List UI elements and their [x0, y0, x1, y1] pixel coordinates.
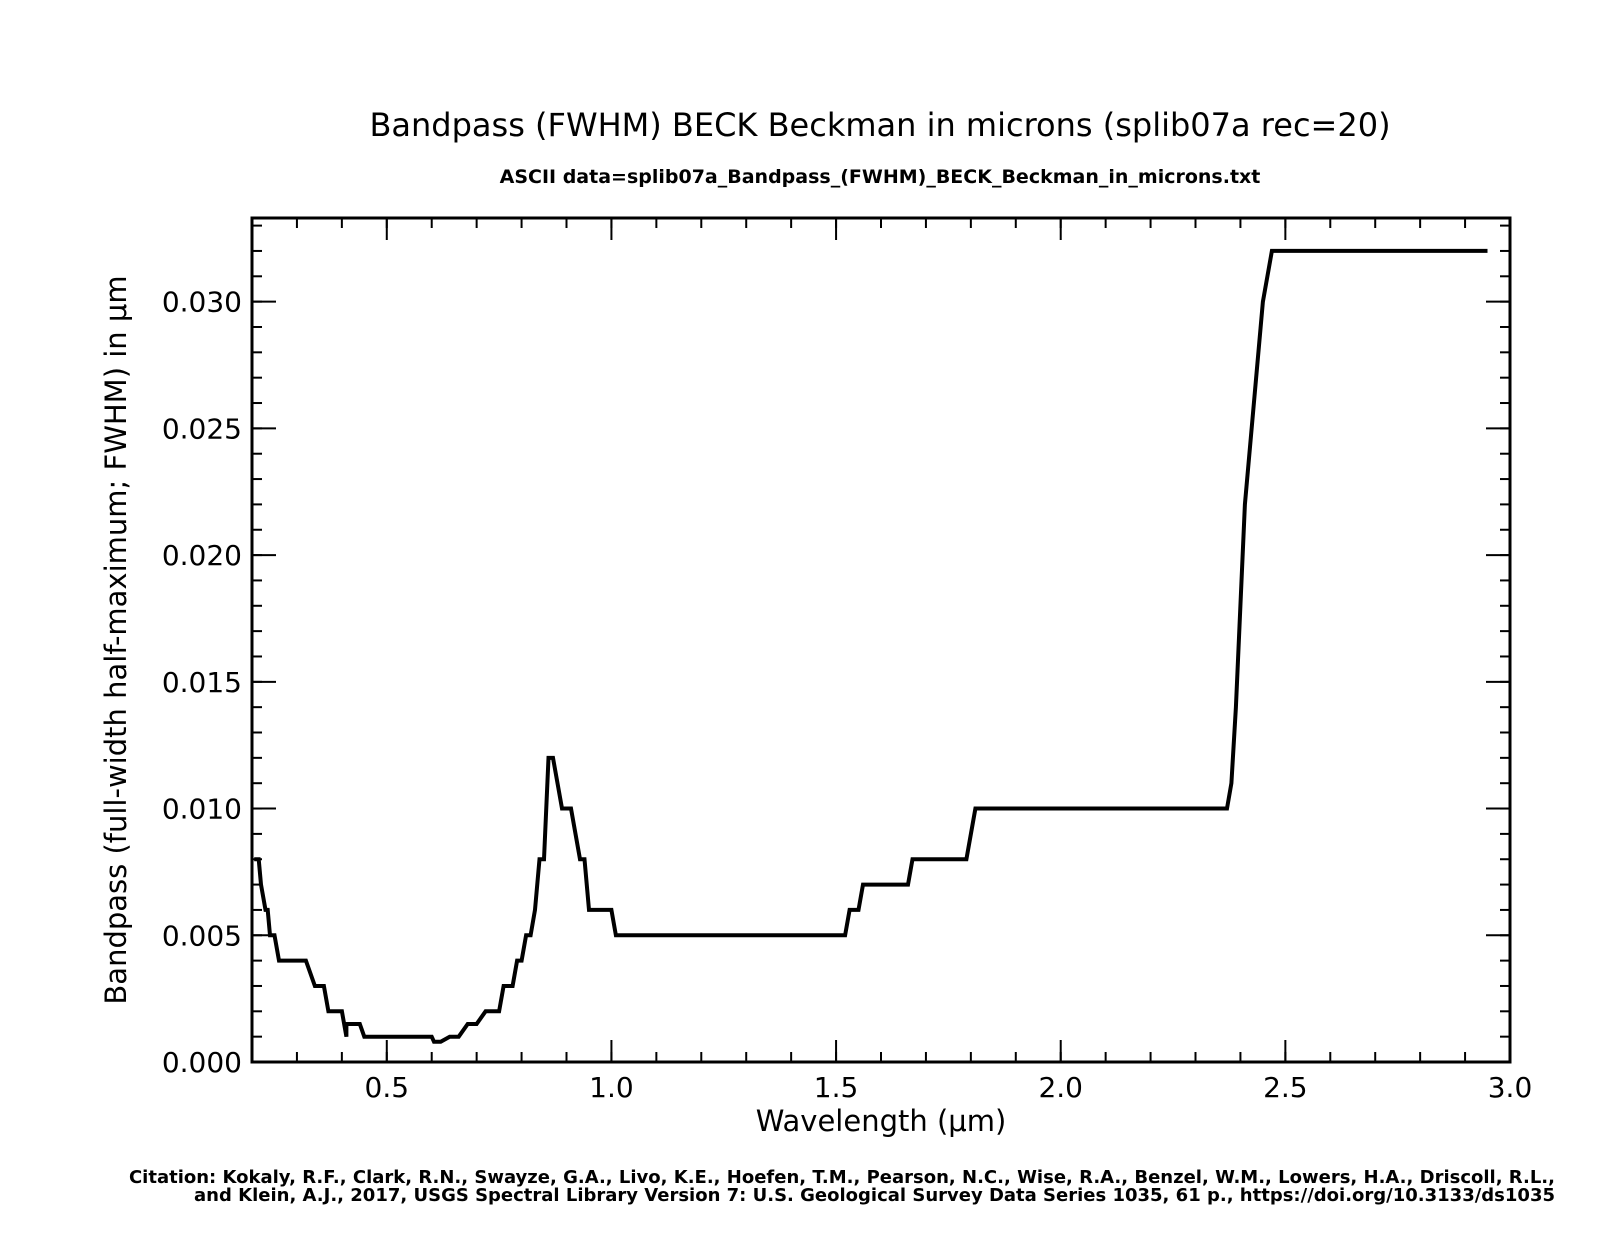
- y-tick-label: 0.030: [162, 286, 242, 319]
- y-tick-label: 0.005: [162, 919, 242, 952]
- series-line-bandpass: [254, 248, 1488, 1044]
- x-tick-label: 0.5: [365, 1071, 410, 1104]
- chart-title: Bandpass (FWHM) BECK Beckman in microns …: [369, 106, 1390, 144]
- y-tick-label: 0.015: [162, 666, 242, 699]
- y-tick-label: 0.010: [162, 793, 242, 826]
- plot-frame: [250, 216, 1512, 1064]
- tick-labels-layer: 0.5 1.0 1.5 2.0 2.5 3.0 0.000 0.005 0.010 0.015 0.…: [162, 286, 1532, 1104]
- ticks-layer: [251, 218, 1511, 1063]
- y-axis-label: Bandpass (full-width half-maximum; FWHM)…: [99, 275, 133, 1004]
- y-tick-label: 0.020: [162, 539, 242, 572]
- x-tick-label: 1.5: [814, 1071, 859, 1104]
- x-tick-label: 1.0: [589, 1071, 634, 1104]
- citation-line-1: Citation: Kokaly, R.F., Clark, R.N., Swa…: [129, 1167, 1555, 1188]
- citation-line-2: and Klein, A.J., 2017, USGS Spectral Lib…: [194, 1185, 1555, 1206]
- x-axis-label: Wavelength (μm): [756, 1104, 1007, 1138]
- y-tick-label: 0.025: [162, 412, 242, 445]
- x-tick-label: 2.5: [1263, 1071, 1308, 1104]
- y-tick-label: 0.000: [162, 1046, 242, 1079]
- chart-subtitle: ASCII data=splib07a_Bandpass_(FWHM)_BECK…: [500, 166, 1261, 188]
- x-tick-label: 3.0: [1488, 1071, 1533, 1104]
- x-tick-label: 2.0: [1038, 1071, 1083, 1104]
